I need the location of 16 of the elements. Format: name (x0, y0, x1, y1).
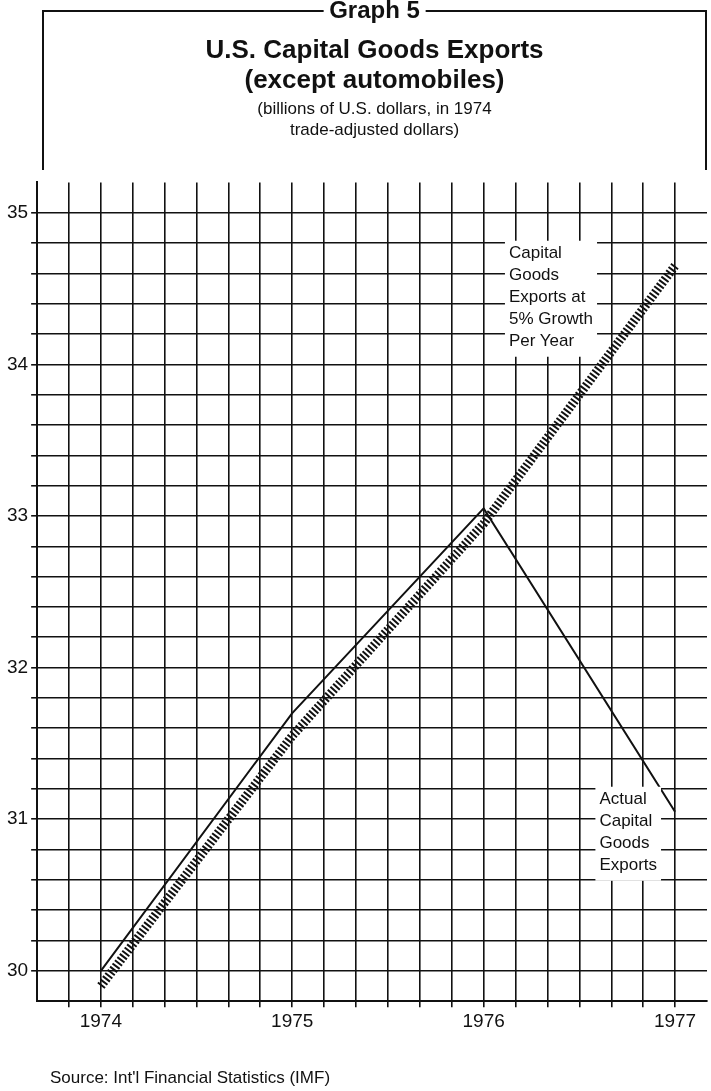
y-tick-label: 35 (6, 200, 29, 222)
x-tick-label: 1975 (271, 1009, 314, 1031)
chart-title: U.S. Capital Goods Exports (except automobiles) (204, 34, 545, 94)
series-label: Actual Capital Goods Exports (599, 788, 658, 874)
y-tick-label: 33 (6, 504, 29, 526)
caption: Graph 5 (323, 0, 426, 24)
source-note: Source: Int'l Financial Statistics (IMF) (50, 1068, 331, 1088)
chart-subtitle: (billions of U.S. dollars, in 1974 trade-adjusted dollars) (256, 98, 493, 140)
y-tick-label: 32 (6, 655, 29, 677)
x-tick-label: 1976 (462, 1009, 505, 1031)
y-tick-label: 31 (6, 807, 29, 829)
series-label: Capital Goods Exports at 5% Growth Per Year (508, 242, 594, 350)
y-tick-label: 34 (6, 352, 29, 374)
x-tick-label: 1977 (653, 1009, 697, 1031)
x-tick-label: 1974 (79, 1009, 123, 1031)
y-tick-label: 30 (6, 959, 29, 981)
